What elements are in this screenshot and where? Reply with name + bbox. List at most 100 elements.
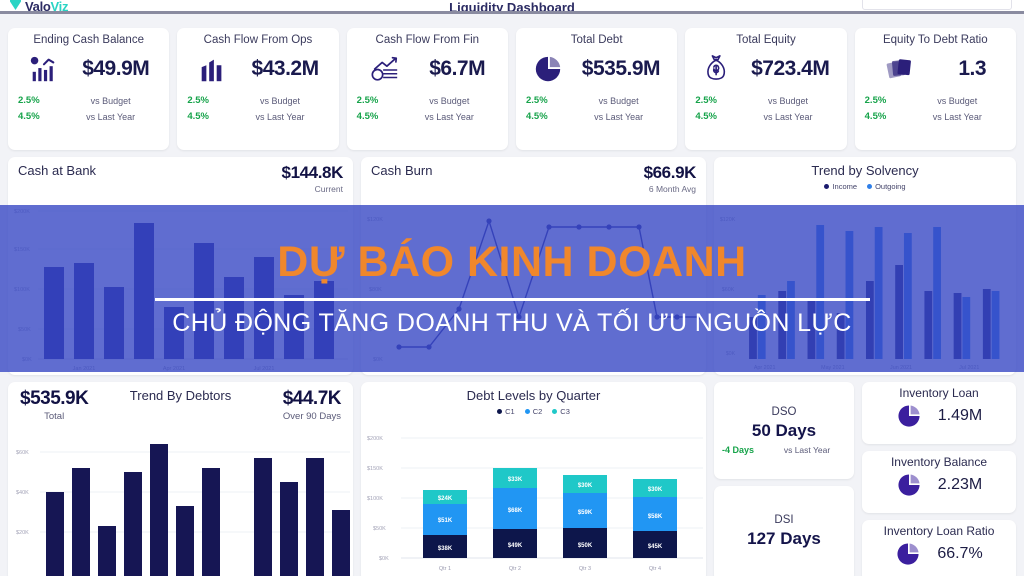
ratio-metrics-column: DSO 50 Days -4 Days vs Last Year DSI 127… — [714, 382, 854, 576]
kpi-year-label: vs Last Year — [932, 111, 982, 122]
kpi-card-ending-cash-balance[interactable]: Ending Cash Balance $49.9M 2.5% vs Budge… — [8, 28, 170, 150]
pie-chart-icon — [896, 403, 922, 429]
kpi-budget-pct: 2.5% — [18, 95, 40, 106]
svg-text:Qtr 3: Qtr 3 — [579, 566, 591, 572]
debt-levels-chart: $200K $150K $100K $50K $0K $38K $51K $24… — [361, 424, 706, 576]
legend-item-c3: C3 — [552, 407, 570, 416]
cash-burn-sub: 6 Month Avg — [648, 184, 696, 194]
kpi-year-pct: 4.5% — [525, 111, 548, 122]
filter-dropdown[interactable]: All — [862, 0, 1012, 10]
pie-chart-icon — [895, 541, 921, 567]
pie-chart-icon — [896, 472, 922, 498]
svg-text:Qtr 2: Qtr 2 — [509, 566, 521, 572]
kpi-year-pct: 4.5% — [18, 111, 40, 122]
debt-levels-card[interactable]: Debt Levels by Quarter C1 C2 C3 — [361, 382, 706, 576]
cash-burn-value: $66.9K — [643, 163, 697, 182]
cash-at-bank-value: $144.8K — [281, 163, 344, 182]
debtors-over90-value: $44.7K — [282, 388, 342, 409]
kpi-budget-pct: 2.5% — [187, 95, 209, 106]
legend-item-income: Income — [824, 182, 857, 191]
legend-dot-c2 — [524, 409, 530, 414]
dso-value: 50 Days — [751, 420, 817, 440]
app-logo[interactable]: ValoViz — [10, 0, 68, 11]
promo-subtitle: CHỦ ĐỘNG TĂNG DOANH THU VÀ TỐI ƯU NGUỒN … — [172, 309, 852, 337]
kpi-budget-label: vs Budget — [937, 95, 978, 106]
kpi-value: $6.7M — [429, 57, 486, 80]
kpi-budget-label: vs Budget — [259, 95, 300, 106]
logo-text: ValoViz — [25, 0, 69, 14]
kpi-title: Total Debt — [570, 34, 623, 46]
svg-text:$60K: $60K — [16, 450, 29, 456]
kpi-budget-label: vs Budget — [90, 95, 131, 106]
dso-card[interactable]: DSO 50 Days -4 Days vs Last Year — [714, 382, 854, 479]
kpi-value: 1.3 — [958, 57, 987, 80]
cash-at-bank-label: Cash at Bank — [18, 163, 97, 178]
kpi-value: $723.4M — [751, 57, 830, 80]
inventory-loan-card[interactable]: Inventory Loan 1.49M — [862, 382, 1016, 444]
kpi-budget-label: vs Budget — [767, 95, 808, 106]
shield-logo-icon — [10, 0, 21, 10]
kpi-card-cash-flow-from-fin[interactable]: Cash Flow From Fin $6.7M 2.5% vs Budget … — [346, 28, 508, 150]
stacked-cards-icon — [885, 54, 915, 84]
solvency-legend: Income Outgoing — [724, 182, 1006, 191]
debtors-over90: $44.7K Over 90 Days — [282, 388, 342, 422]
inventory-balance-card[interactable]: Inventory Balance 2.23M — [862, 451, 1016, 513]
kpi-title: Total Equity — [736, 34, 796, 46]
inventory-loan-ratio-title: Inventory Loan Ratio — [883, 524, 995, 538]
kpi-year-label: vs Last Year — [763, 111, 813, 122]
debtors-total: $535.9K Total — [20, 388, 89, 422]
legend-label-outgoing: Outgoing — [875, 182, 906, 191]
solvency-title: Trend by Solvency — [811, 163, 919, 178]
svg-text:$150K: $150K — [367, 466, 383, 472]
svg-text:$50K: $50K — [373, 526, 386, 532]
svg-text:$200K: $200K — [367, 436, 383, 442]
bar-chart-dollar-icon — [28, 54, 58, 84]
kpi-card-total-debt[interactable]: Total Debt $535.9M 2.5% vs Budget 4.5% v… — [515, 28, 678, 150]
trend-by-debtors-card[interactable]: Trend By Debtors $535.9K Total $44.7K Ov… — [8, 382, 353, 576]
kpi-value: $535.9M — [581, 57, 661, 80]
kpi-budget-pct: 2.5% — [864, 95, 887, 106]
svg-text:$30K: $30K — [648, 487, 663, 493]
svg-text:$0K: $0K — [379, 556, 389, 562]
bar-chart-up-icon — [197, 54, 227, 84]
svg-text:$20K: $20K — [16, 530, 29, 536]
money-bag-icon — [703, 54, 733, 84]
kpi-year-label: vs Last Year — [424, 111, 474, 122]
kpi-title: Ending Cash Balance — [33, 34, 144, 46]
dsi-card[interactable]: DSI 127 Days — [714, 485, 854, 576]
legend-dot-c1 — [497, 409, 503, 414]
legend-item-outgoing: Outgoing — [867, 182, 906, 191]
kpi-year-pct: 4.5% — [864, 111, 887, 122]
trend-line-document-icon — [370, 54, 400, 84]
svg-text:$38K: $38K — [438, 546, 453, 552]
inventory-loan-ratio-card[interactable]: Inventory Loan Ratio 66.7% — [862, 520, 1016, 576]
svg-text:$58K: $58K — [648, 514, 663, 520]
inventory-column: Inventory Loan 1.49M Inventory Balance — [862, 382, 1016, 576]
debt-levels-legend: C1 C2 C3 — [371, 407, 696, 416]
debt-levels-title: Debt Levels by Quarter — [466, 388, 601, 403]
kpi-year-label: vs Last Year — [86, 111, 136, 122]
legend-label-c3: C3 — [560, 407, 570, 416]
inventory-loan-ratio-value: 66.7% — [937, 545, 983, 562]
app-header: ValoViz Liquidity Dashboard All — [0, 0, 1024, 14]
cash-at-bank-sub: Current — [314, 184, 343, 194]
trend-by-debtors-chart: $60K $40K $20K — [8, 434, 353, 576]
legend-dot-c3 — [552, 409, 558, 414]
kpi-card-total-equity[interactable]: Total Equity $723.4M 2.5% vs Budget 4.5%… — [685, 28, 847, 150]
svg-text:$68K: $68K — [508, 508, 523, 514]
kpi-title: Cash Flow From Ops — [203, 34, 313, 46]
kpi-card-cash-flow-from-ops[interactable]: Cash Flow From Ops $43.2M 2.5% vs Budget… — [177, 28, 339, 150]
svg-text:Qtr 1: Qtr 1 — [439, 566, 451, 572]
legend-item-c1: C1 — [497, 407, 515, 416]
inventory-balance-value: 2.23M — [937, 476, 983, 493]
dso-compare: vs Last Year — [783, 444, 831, 455]
page-title: Liquidity Dashboard — [449, 0, 575, 14]
kpi-title: Equity To Debt Ratio — [882, 34, 988, 46]
debtors-title: Trend By Debtors — [129, 388, 232, 403]
kpi-value: $43.2M — [251, 57, 320, 80]
dsi-title: DSI — [774, 514, 794, 527]
kpi-budget-label: vs Budget — [429, 95, 470, 106]
legend-item-c2: C2 — [524, 407, 542, 416]
promo-title: DỰ BÁO KINH DOANH — [277, 238, 747, 286]
kpi-card-equity-to-debt-ratio[interactable]: Equity To Debt Ratio 1.3 2.5% vs Budget … — [854, 28, 1016, 150]
